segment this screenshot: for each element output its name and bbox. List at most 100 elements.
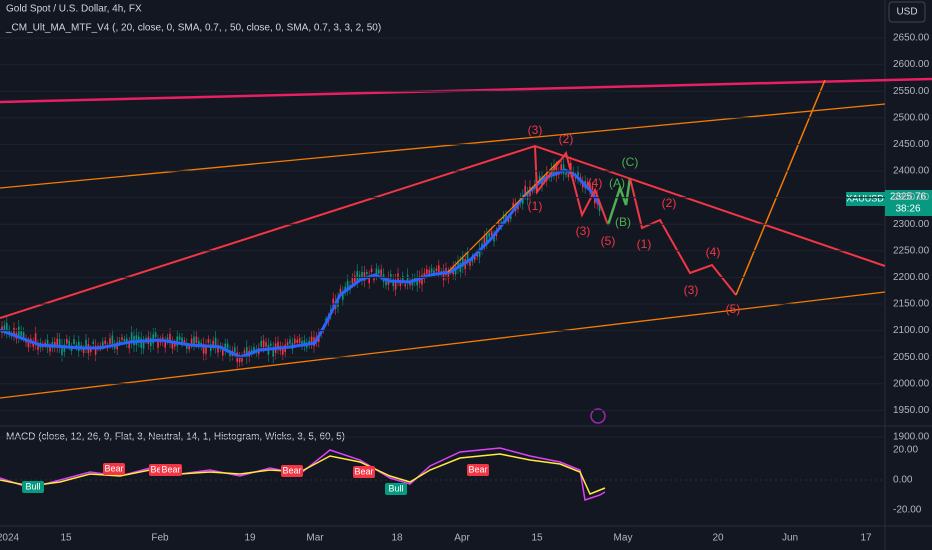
wave-label: (3) — [684, 283, 699, 297]
candle-body — [517, 205, 519, 210]
candle-body — [474, 257, 476, 260]
signal-label: Bear — [104, 463, 123, 473]
time-label: Apr — [454, 533, 470, 544]
candle-body — [82, 348, 85, 354]
candle-body — [118, 340, 121, 343]
candle-body — [265, 342, 267, 347]
candle-body — [3, 325, 6, 331]
candle-body — [207, 339, 210, 343]
candle-body — [363, 272, 366, 281]
time-label: 15 — [60, 533, 72, 544]
price-label: 2400.00 — [893, 166, 930, 177]
candle-body — [157, 340, 159, 348]
candle-body — [342, 292, 344, 300]
candle-body — [226, 343, 229, 349]
candle-body — [224, 343, 226, 351]
candle-body — [260, 340, 262, 347]
candle-body — [394, 280, 397, 290]
candle-body — [337, 298, 339, 307]
candle-body — [478, 248, 481, 258]
candle-body — [18, 326, 20, 337]
currency-button[interactable] — [888, 1, 926, 23]
countdown: 38:26 — [895, 204, 920, 215]
candle-body — [171, 341, 174, 349]
candle-body — [538, 175, 541, 181]
candle-body — [282, 347, 284, 355]
candle-body — [505, 214, 507, 221]
candle-body — [286, 342, 289, 346]
candle-body — [399, 281, 402, 286]
time-label: Mar — [306, 533, 324, 544]
candle-body — [469, 261, 471, 266]
candle-body — [560, 164, 562, 171]
candle-body — [214, 337, 217, 347]
wave-label: (3) — [576, 224, 591, 238]
candle-body — [92, 341, 94, 344]
candle-body — [406, 274, 409, 284]
candle-body — [66, 338, 68, 344]
candle-body — [121, 337, 123, 340]
candle-body — [6, 322, 8, 332]
candle-body — [94, 345, 97, 355]
candle-body — [190, 338, 193, 344]
candle-body — [20, 330, 22, 336]
signal-label: Bear — [161, 464, 180, 474]
candle-body — [68, 340, 70, 346]
candle-body — [166, 337, 169, 341]
signal-label: Bull — [388, 483, 403, 493]
candle-body — [183, 340, 186, 343]
candle-body — [447, 272, 450, 279]
wave-label: (5) — [601, 234, 616, 248]
candle-body — [433, 270, 435, 274]
candle-body — [428, 270, 430, 274]
candle-body — [128, 342, 130, 349]
candle-body — [404, 284, 406, 287]
candle-body — [202, 343, 205, 354]
candle-body — [332, 298, 334, 307]
candle-body — [150, 337, 152, 347]
candle-body — [217, 344, 219, 353]
candle-body — [102, 341, 104, 346]
candle-body — [142, 341, 145, 349]
candle-body — [234, 347, 236, 353]
candle-body — [589, 183, 591, 191]
candle-body — [310, 336, 313, 344]
signal-badge — [160, 464, 182, 476]
time-label: 2024 — [0, 533, 20, 544]
moving-average — [0, 168, 602, 359]
candle-body — [37, 344, 39, 350]
time-label: 20 — [712, 533, 724, 544]
candle-body — [370, 268, 373, 273]
candle-body — [212, 340, 214, 346]
price-label: 2100.00 — [893, 325, 930, 336]
abc-wave — [606, 177, 632, 226]
candle-body — [111, 335, 114, 344]
candle-body — [262, 340, 265, 348]
candle-body — [598, 205, 601, 212]
event-icon[interactable] — [590, 408, 606, 424]
candle-body — [164, 341, 166, 348]
currency[interactable]: USD — [896, 7, 917, 18]
candle-body — [426, 269, 428, 275]
candle-body — [380, 269, 382, 276]
wave-label: (C) — [622, 155, 639, 169]
candle-body — [488, 233, 490, 237]
signal-line — [0, 453, 606, 495]
price-label: 2600.00 — [893, 59, 930, 70]
candle-body — [378, 269, 380, 274]
candle-body — [490, 230, 493, 236]
channel-lower — [0, 291, 886, 399]
candle-body — [567, 173, 570, 178]
candle-body — [512, 202, 514, 209]
candle-body — [49, 347, 51, 352]
candle-body — [188, 346, 190, 350]
candle-body — [346, 280, 349, 290]
candle-body — [61, 345, 63, 356]
signal-label: Bear — [468, 464, 487, 474]
candle-body — [565, 172, 567, 175]
candle-body — [181, 337, 183, 343]
candle-body — [373, 278, 375, 281]
time-label: 19 — [244, 533, 256, 544]
candle-body — [145, 338, 147, 341]
candle-body — [174, 343, 176, 347]
